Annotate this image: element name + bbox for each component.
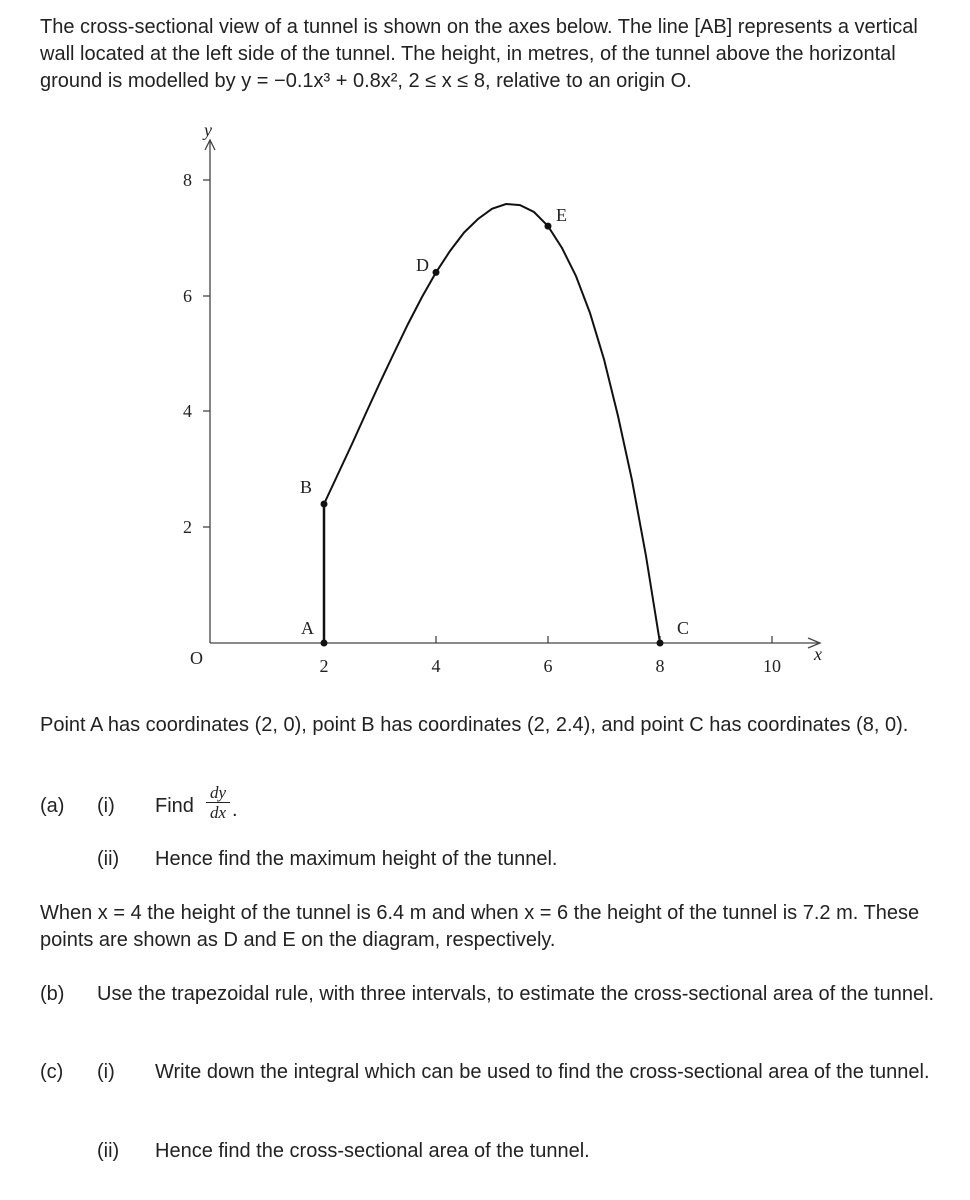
point-label: B bbox=[300, 477, 312, 497]
graph: y x O 2 4 6 8 2 4 6 8 10 A B C D E bbox=[183, 120, 822, 676]
x-tick-label: 8 bbox=[656, 656, 665, 676]
y-tick-label: 2 bbox=[183, 517, 192, 537]
denominator: dx bbox=[209, 803, 227, 822]
y-tick-label: 8 bbox=[183, 170, 192, 190]
subpart-label: (ii) bbox=[97, 848, 120, 870]
y-tick-label: 6 bbox=[183, 286, 192, 306]
numerator: dy bbox=[206, 783, 230, 803]
point-label: A bbox=[301, 618, 314, 638]
punctuation: . bbox=[232, 799, 238, 821]
part-label: (b) bbox=[40, 983, 65, 1005]
origin-label: O bbox=[190, 648, 203, 668]
paragraph: Point A has coordinates (2, 0), point B … bbox=[40, 714, 909, 736]
x-tick-label: 4 bbox=[432, 656, 441, 676]
question-text: Find bbox=[155, 795, 194, 817]
subpart-label: (i) bbox=[97, 1061, 115, 1083]
point-label: D bbox=[416, 255, 429, 275]
y-tick-label: 4 bbox=[183, 401, 192, 421]
paragraph: When x = 4 the height of the tunnel is 6… bbox=[40, 902, 920, 951]
point-label: E bbox=[556, 205, 567, 225]
question-text: Hence find the maximum height of the tun… bbox=[155, 848, 558, 870]
x-tick-label: 2 bbox=[320, 656, 329, 676]
fraction: dy dx bbox=[206, 783, 230, 822]
question-text: Write down the integral which can be use… bbox=[155, 1061, 930, 1083]
question-text: Hence find the cross-sectional area of t… bbox=[155, 1140, 590, 1162]
part-label: (c) bbox=[40, 1061, 64, 1083]
subpart-label: (i) bbox=[97, 795, 115, 817]
x-axis-label: x bbox=[813, 644, 822, 664]
x-tick-label: 10 bbox=[763, 656, 781, 676]
y-axis-label: y bbox=[202, 120, 212, 140]
point-label: C bbox=[677, 618, 689, 638]
x-tick-label: 6 bbox=[544, 656, 553, 676]
part-label: (a) bbox=[40, 795, 65, 817]
question-text: Use the trapezoidal rule, with three int… bbox=[97, 983, 935, 1005]
intro: The cross-sectional view of a tunnel is … bbox=[40, 16, 918, 92]
subpart-label: (ii) bbox=[97, 1140, 120, 1162]
